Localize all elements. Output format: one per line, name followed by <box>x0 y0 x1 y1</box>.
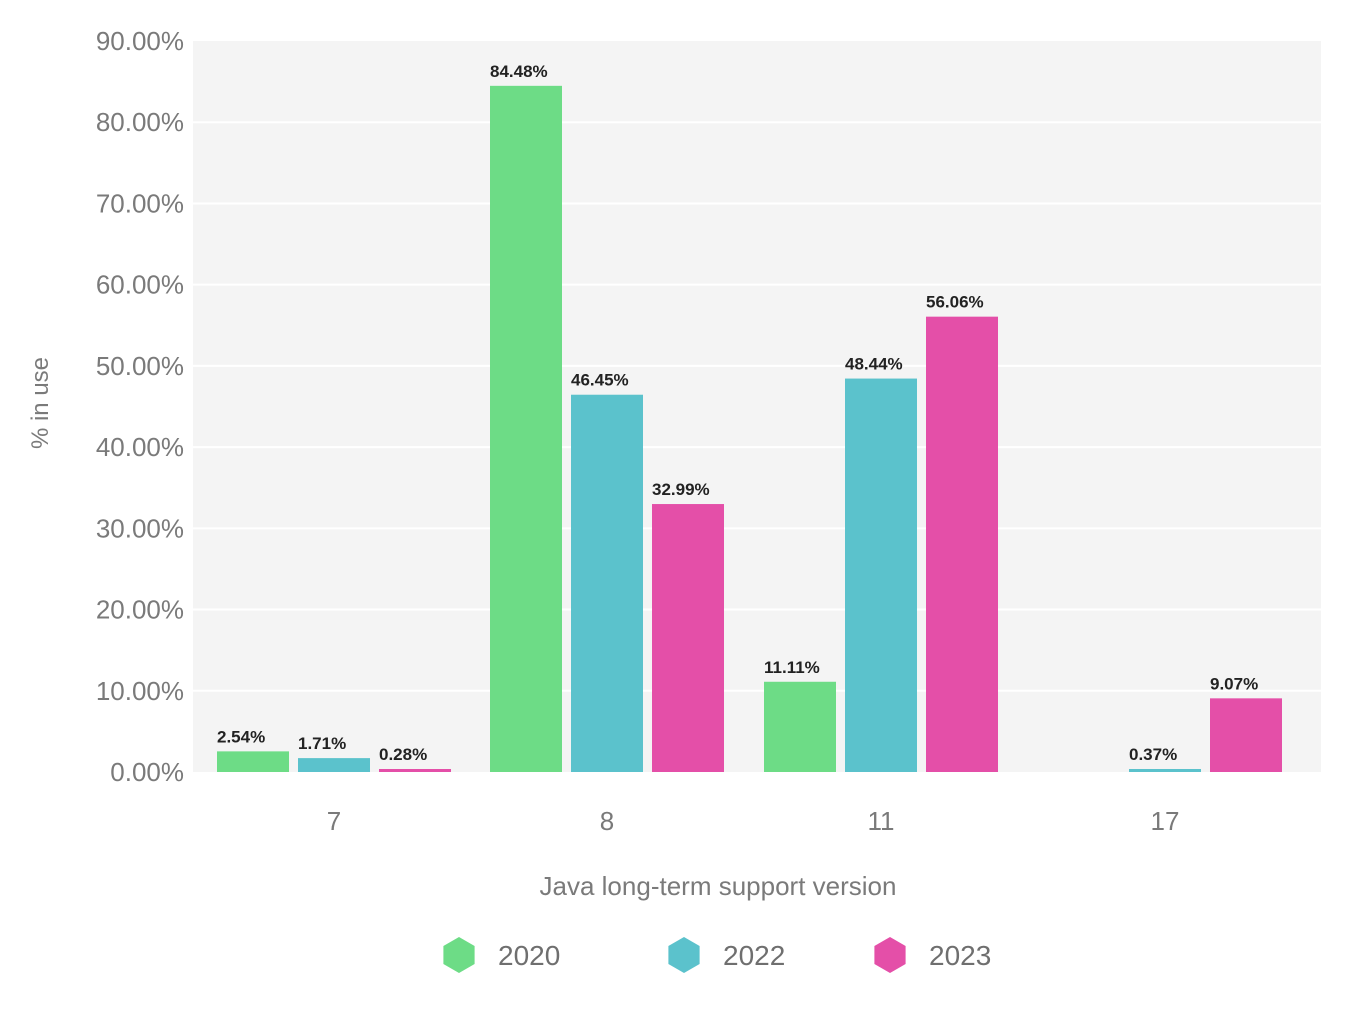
y-tick-label: 0.00% <box>110 757 184 787</box>
data-label: 1.71% <box>298 734 346 753</box>
x-axis-ticks: 7 8 11 17 <box>327 806 1180 836</box>
y-axis-title: % in use <box>27 357 54 449</box>
legend-label: 2023 <box>929 940 991 971</box>
bar-11-2022 <box>845 378 917 772</box>
bar-7-2020 <box>217 751 289 772</box>
y-axis-ticks: 0.00% 10.00% 20.00% 30.00% 40.00% 50.00% 60.00… <box>96 26 184 787</box>
y-tick-label: 40.00% <box>96 432 184 462</box>
plot-area <box>193 41 1321 772</box>
x-axis-title: Java long-term support version <box>540 871 897 901</box>
y-tick-label: 90.00% <box>96 26 184 56</box>
y-tick-label: 60.00% <box>96 270 184 300</box>
x-tick-label: 11 <box>868 806 895 836</box>
data-label: 32.99% <box>652 480 710 499</box>
data-label: 0.37% <box>1129 745 1177 764</box>
bars <box>217 85 1282 773</box>
y-tick-label: 10.00% <box>96 676 184 706</box>
data-label: 2.54% <box>217 727 265 746</box>
bar-17-2023 <box>1210 698 1282 772</box>
x-tick-label: 7 <box>327 806 341 836</box>
legend-swatch-2022 <box>668 937 700 973</box>
y-tick-label: 20.00% <box>96 595 184 625</box>
x-tick-label: 17 <box>1151 806 1180 836</box>
legend-swatch-2020 <box>443 937 475 973</box>
data-label: 48.44% <box>845 355 903 374</box>
gridlines <box>193 121 1321 692</box>
bar-11-2020 <box>764 681 836 772</box>
legend-label: 2022 <box>723 940 785 971</box>
data-labels: 2.54% 1.71% 0.28% 84.48% 46.45% 32.99% 11.11% 4… <box>217 62 1258 764</box>
bar-11-2023 <box>926 316 998 772</box>
bar-8-2022 <box>571 394 643 772</box>
bar-17-2022 <box>1129 768 1201 772</box>
bar-8-2020 <box>490 85 562 773</box>
x-tick-label: 8 <box>600 806 614 836</box>
data-label: 11.11% <box>764 658 820 677</box>
data-label: 46.45% <box>571 371 629 390</box>
legend-label: 2020 <box>498 940 560 971</box>
bar-8-2023 <box>652 504 724 772</box>
bar-7-2023 <box>379 769 451 772</box>
data-label: 0.28% <box>379 745 427 764</box>
y-tick-label: 50.00% <box>96 351 184 381</box>
y-tick-label: 80.00% <box>96 107 184 137</box>
y-tick-label: 70.00% <box>96 188 184 218</box>
legend-swatch-2023 <box>874 937 906 973</box>
bar-7-2022 <box>298 758 370 772</box>
y-tick-label: 30.00% <box>96 513 184 543</box>
data-label: 56.06% <box>926 293 984 312</box>
data-label: 84.48% <box>490 62 548 81</box>
data-label: 9.07% <box>1210 674 1258 693</box>
legend: 2020 2022 2023 <box>443 937 991 973</box>
